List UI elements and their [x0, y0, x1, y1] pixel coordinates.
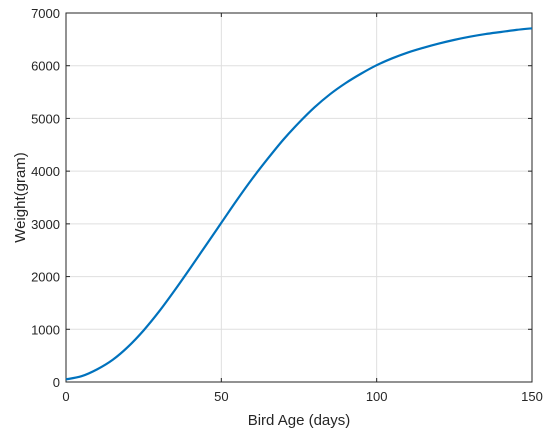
y-tick-label: 2000	[31, 270, 60, 285]
axis-ticks: 0 50 100 150 0 1000 2000 3000 4000 5000 6000 7000	[31, 6, 543, 404]
y-tick-label: 1000	[31, 322, 60, 337]
y-tick-label: 7000	[31, 6, 60, 21]
y-tick-label: 5000	[31, 111, 60, 126]
plot-frame	[65, 12, 533, 383]
y-tick-label: 6000	[31, 59, 60, 74]
x-tick-label: 100	[366, 389, 388, 404]
x-tick-label: 0	[62, 389, 69, 404]
x-axis-label: Bird Age (days)	[248, 412, 351, 429]
y-tick-label: 4000	[31, 164, 60, 179]
series-line	[65, 27, 533, 381]
grid	[65, 12, 533, 383]
series-layer	[65, 27, 533, 381]
y-axis-label: Weight(gram)	[12, 152, 29, 243]
y-tick-label: 3000	[31, 217, 60, 232]
x-tick-label: 50	[214, 389, 228, 404]
x-tick-label: 150	[521, 389, 543, 404]
y-tick-label: 0	[53, 375, 60, 390]
